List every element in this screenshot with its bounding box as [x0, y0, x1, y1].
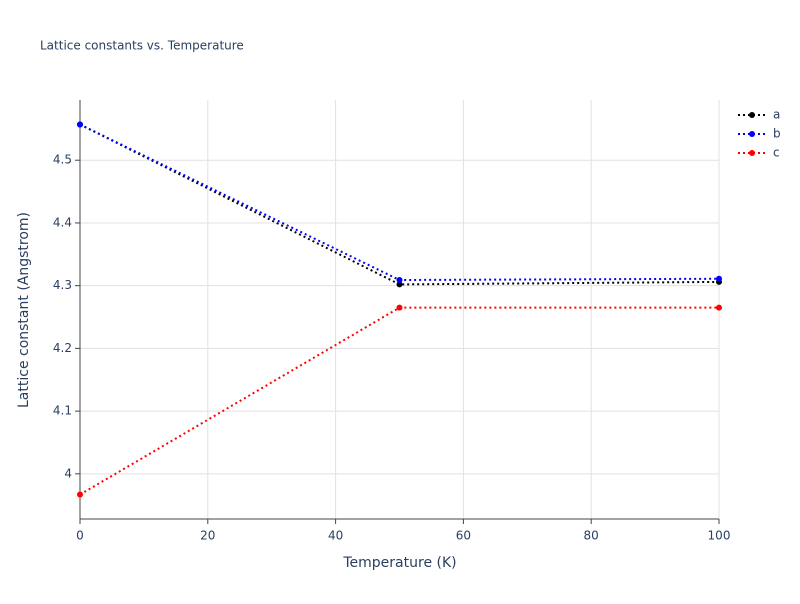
point [77, 491, 83, 498]
point [396, 277, 403, 284]
y-tick-label: 4.1 [53, 404, 72, 418]
x-tick-label: 40 [328, 529, 343, 543]
y-tick-label: 4.2 [53, 341, 72, 355]
series-line [79, 306, 719, 496]
chart-title: Lattice constants vs. Temperature [40, 39, 244, 53]
point [396, 304, 403, 311]
legend-label: a [773, 108, 780, 122]
x-tick-label: 20 [200, 529, 215, 543]
y-axis-label: Lattice constant (Angstrom) [16, 212, 32, 408]
point [77, 121, 83, 128]
legend-marker [749, 131, 755, 137]
x-tick-label: 80 [584, 529, 599, 543]
y-tick-label: 4.5 [53, 153, 72, 167]
legend-label: c [773, 146, 780, 160]
x-tick-label: 60 [456, 529, 471, 543]
series-line [79, 123, 720, 282]
point [396, 281, 403, 288]
x-tick-label: 0 [76, 529, 84, 543]
point [716, 275, 722, 282]
point [716, 304, 722, 311]
y-tick-label: 4.4 [53, 215, 72, 229]
legend-marker [749, 150, 755, 156]
y-tick-label: 4.3 [53, 278, 72, 292]
legend-label: b [773, 127, 781, 141]
y-tick-label: 4 [64, 466, 72, 480]
legend-marker [749, 112, 755, 118]
x-axis-label: Temperature (K) [342, 555, 456, 571]
x-tick-label: 100 [708, 529, 731, 543]
series-line [79, 123, 720, 286]
